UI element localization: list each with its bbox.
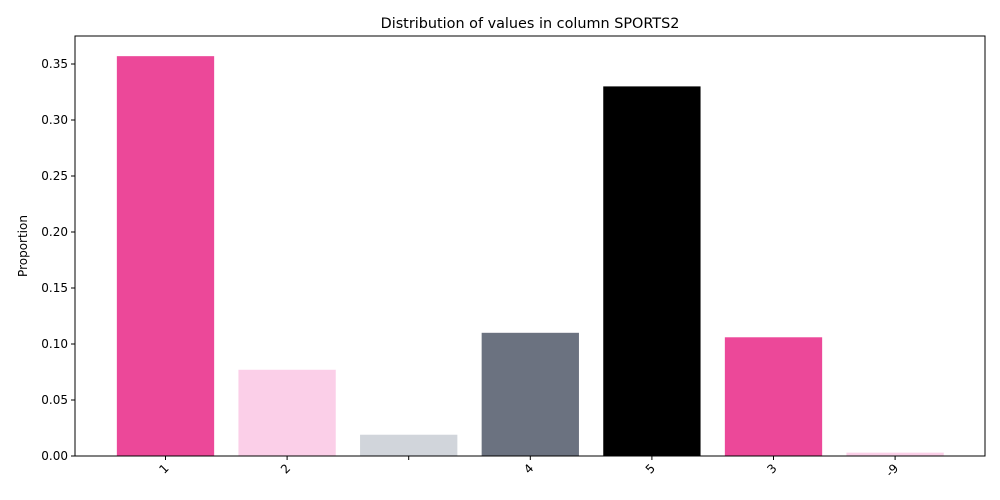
x-tick-label: 3 (764, 461, 779, 476)
x-tick-label: 1 (156, 461, 171, 476)
x-tick-label: -9 (883, 461, 901, 479)
y-tick-label: 0.10 (41, 337, 68, 351)
bar-blank (360, 434, 458, 456)
x-axis-ticks: 1 2 4 5 3 -9 (156, 456, 901, 480)
y-tick-label: 0.00 (41, 449, 68, 463)
y-tick-label: 0.30 (41, 113, 68, 127)
plot-frame (74, 35, 986, 457)
bar-4 (481, 332, 579, 456)
bar-2 (238, 369, 336, 456)
y-tick-label: 0.25 (41, 169, 68, 183)
chart-title: Distribution of values in column SPORTS2 (381, 16, 680, 32)
bar-1 (116, 56, 215, 456)
bars-group (116, 56, 944, 457)
x-tick-label: 2 (278, 461, 293, 476)
x-tick-label: 4 (521, 461, 536, 476)
y-tick-label: 0.05 (41, 393, 68, 407)
bar-5 (603, 86, 701, 457)
y-axis-ticks: 0.00 0.05 0.10 0.15 0.20 0.25 0.30 0.35 (41, 57, 75, 463)
bar-3 (724, 337, 823, 456)
y-tick-label: 0.15 (41, 281, 68, 295)
y-tick-label: 0.35 (41, 57, 68, 71)
y-axis-label: Proportion (16, 215, 30, 277)
y-tick-label: 0.20 (41, 225, 68, 239)
bar--9 (846, 452, 944, 456)
x-tick-label: 5 (643, 461, 658, 476)
